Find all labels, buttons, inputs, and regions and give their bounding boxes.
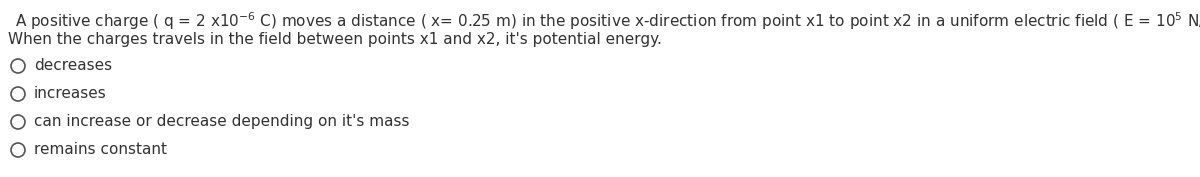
Text: remains constant: remains constant — [34, 142, 167, 157]
Text: A positive charge ( q = 2 x10$^{-6}$ C) moves a distance ( x= 0.25 m) in the pos: A positive charge ( q = 2 x10$^{-6}$ C) … — [14, 10, 1200, 32]
Text: When the charges travels in the field between points x1 and x2, it's potential e: When the charges travels in the field be… — [8, 32, 662, 47]
Text: decreases: decreases — [34, 58, 112, 73]
Text: increases: increases — [34, 86, 107, 101]
Text: can increase or decrease depending on it's mass: can increase or decrease depending on it… — [34, 114, 409, 129]
